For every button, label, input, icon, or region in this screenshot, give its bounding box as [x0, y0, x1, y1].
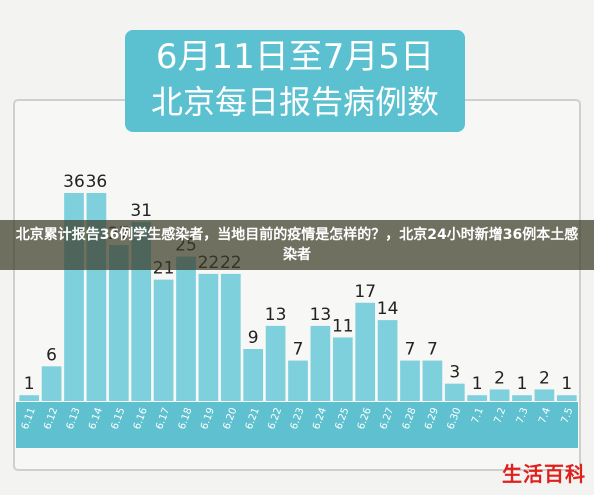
- bar: [512, 395, 532, 401]
- x-tick-label: 7.5: [560, 406, 576, 425]
- bar: [19, 395, 40, 401]
- bar: [332, 337, 353, 401]
- chart-subtitle: 北京每日报告病例数: [151, 83, 439, 121]
- data-label: 1: [561, 374, 572, 394]
- bar: [377, 320, 398, 401]
- bar: [288, 360, 308, 401]
- bar: [489, 389, 510, 401]
- data-label: 7: [427, 340, 438, 360]
- bar: [243, 349, 264, 401]
- data-label: 1: [24, 374, 35, 394]
- bar: [153, 279, 174, 401]
- bar: [422, 360, 443, 401]
- data-label: 2: [539, 368, 550, 388]
- bar: [444, 383, 465, 401]
- x-tick-label: 7.3: [515, 406, 531, 425]
- bar: [198, 273, 219, 401]
- data-label: 1: [472, 374, 483, 394]
- data-label: 6: [46, 345, 57, 365]
- data-label: 7: [405, 340, 416, 360]
- title-box: [125, 30, 465, 132]
- data-label: 36: [86, 172, 108, 192]
- data-label: 2: [494, 368, 505, 388]
- data-label: 3: [449, 363, 460, 383]
- bar: [400, 360, 420, 401]
- bar: [220, 273, 241, 401]
- bar: [108, 245, 129, 401]
- data-label: 13: [310, 305, 332, 325]
- x-tick-label: 7.2: [492, 406, 508, 425]
- bar: [310, 325, 331, 401]
- data-label: 9: [248, 328, 259, 348]
- data-label: 36: [63, 172, 85, 192]
- bar: [467, 395, 488, 401]
- x-tick-label: 7.4: [537, 406, 553, 425]
- x-tick-label: 7.1: [470, 406, 486, 425]
- data-label: 14: [377, 299, 399, 319]
- x-axis-band: [16, 402, 578, 448]
- data-label: 1: [517, 374, 528, 394]
- caption: 北京累计报告36例学生感染者，当地目前的疫情是怎样的？，北京24小时新增36例本…: [0, 220, 594, 270]
- bar: [176, 256, 196, 401]
- data-label: 17: [354, 282, 376, 302]
- data-label: 7: [293, 340, 304, 360]
- data-label: 11: [332, 316, 354, 336]
- bar: [41, 366, 62, 401]
- data-label: 31: [130, 201, 152, 221]
- bar: [355, 302, 376, 401]
- bar: [534, 389, 555, 401]
- chart-title: 6月11日至7月5日: [156, 37, 434, 77]
- logo: 生活百科: [502, 462, 586, 486]
- bar: [556, 395, 577, 401]
- bar: [265, 325, 286, 401]
- data-label: 13: [265, 305, 287, 325]
